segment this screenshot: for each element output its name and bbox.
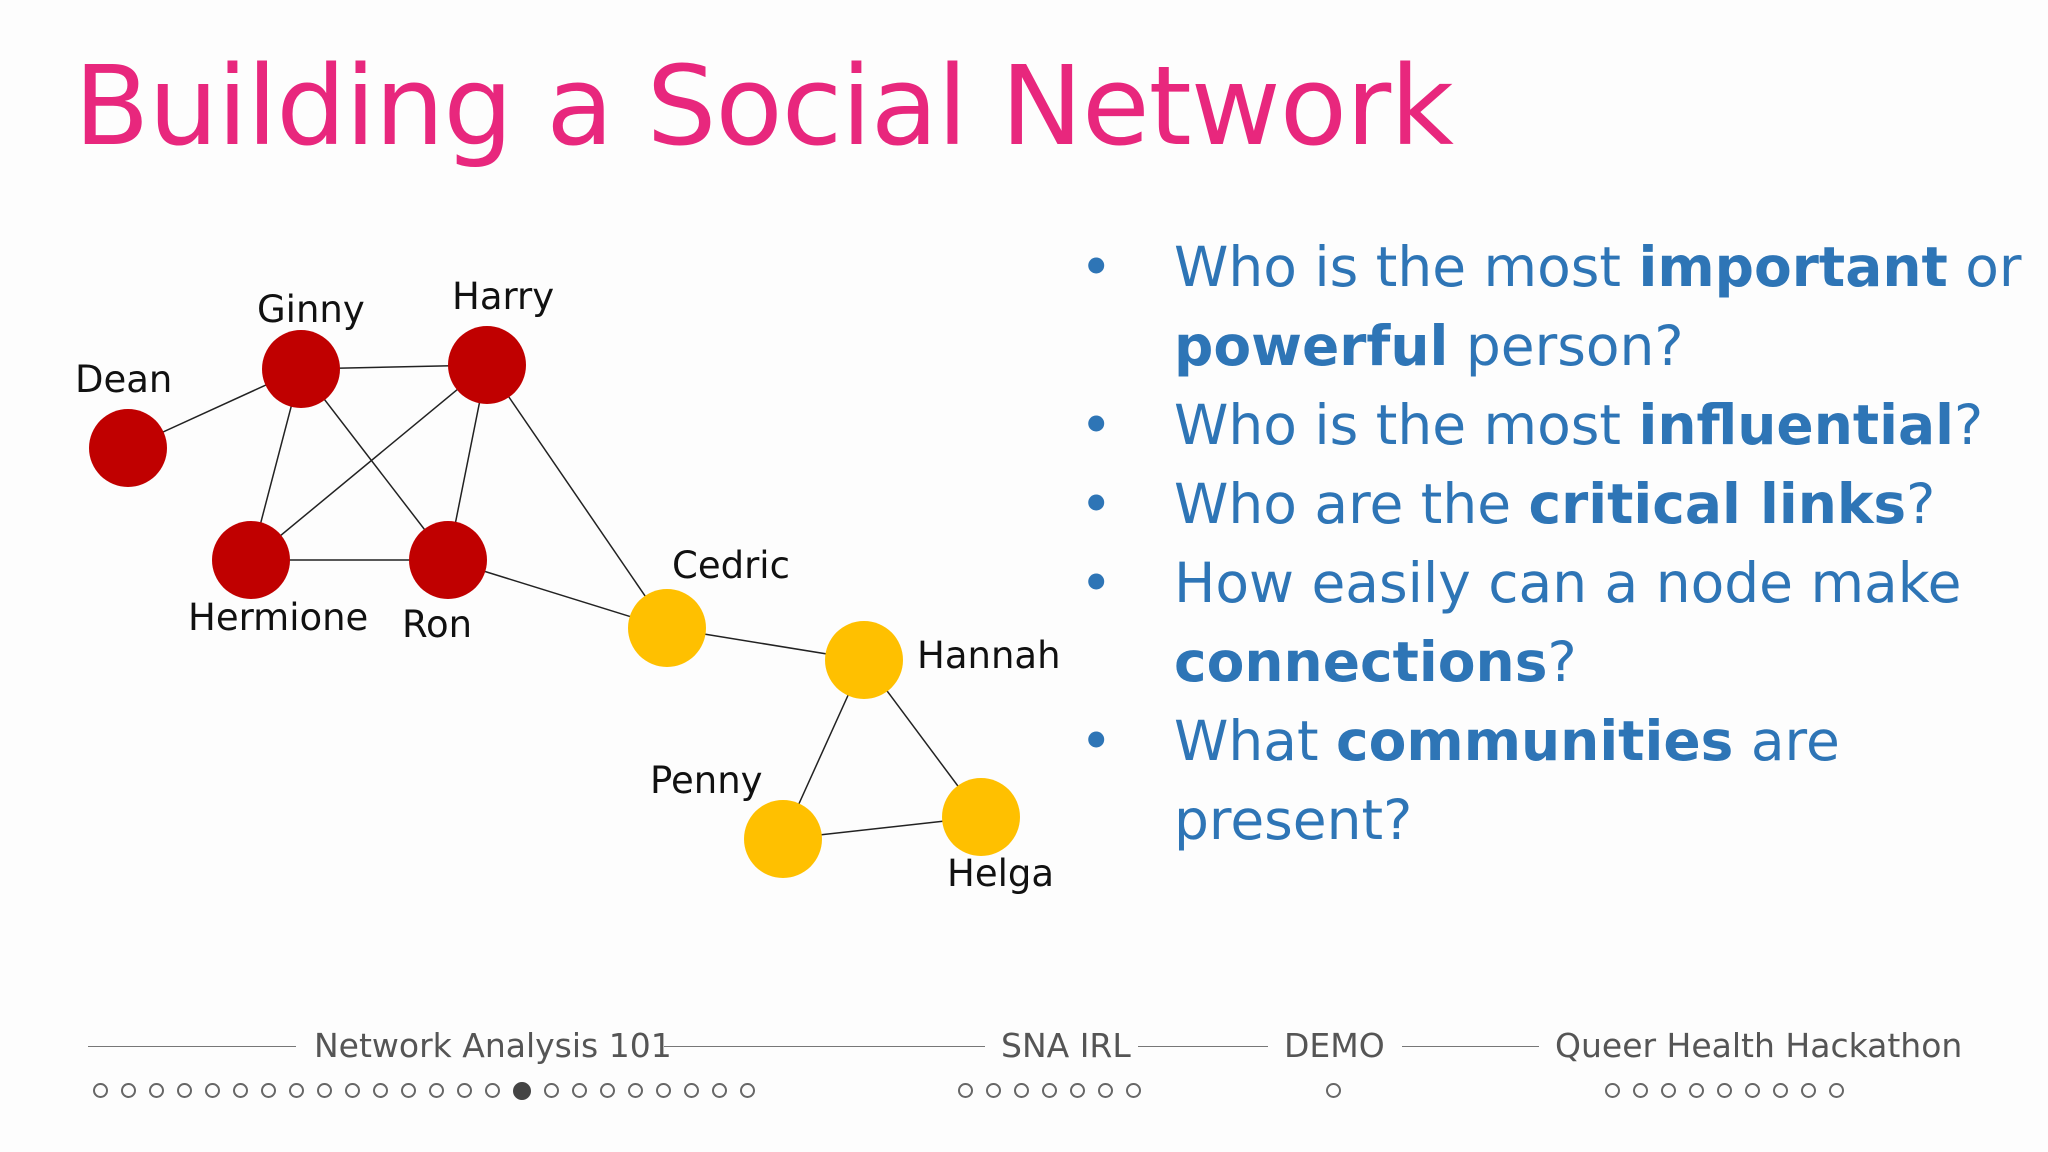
question-list: Who is the most important or powerful pe… xyxy=(1080,228,2030,860)
nav-dot[interactable] xyxy=(1745,1083,1760,1098)
node-cedric xyxy=(628,589,706,667)
nav-dot[interactable] xyxy=(1689,1083,1704,1098)
nav-dot[interactable] xyxy=(261,1083,276,1098)
nav-dot[interactable] xyxy=(712,1083,727,1098)
nav-dot[interactable] xyxy=(177,1083,192,1098)
edge-harry-hermione xyxy=(250,364,488,561)
nav-dot[interactable] xyxy=(1661,1083,1676,1098)
slide-title: Building a Social Network xyxy=(74,42,1454,170)
node-harry xyxy=(448,326,526,404)
nav-dot[interactable] xyxy=(572,1083,587,1098)
question-item: How easily can a node make connections? xyxy=(1080,544,2030,702)
nav-dots-sna-irl xyxy=(958,1083,1141,1098)
nav-dot[interactable] xyxy=(1098,1083,1113,1098)
node-label-cedric: Cedric xyxy=(672,544,790,587)
node-hermione xyxy=(212,521,290,599)
question-item: Who are the critical links? xyxy=(1080,465,2030,544)
nav-dot[interactable] xyxy=(1070,1083,1085,1098)
question-text: ? xyxy=(1547,630,1577,694)
nav-dot[interactable] xyxy=(600,1083,615,1098)
node-label-helga: Helga xyxy=(947,852,1054,895)
nav-dot[interactable] xyxy=(1829,1083,1844,1098)
node-label-ginny: Ginny xyxy=(257,288,365,331)
nav-dot[interactable] xyxy=(958,1083,973,1098)
progress-navigation: Network Analysis 101 SNA IRL DEMO Queer … xyxy=(0,1020,2048,1120)
question-item: Who is the most influential? xyxy=(1080,386,2030,465)
node-ron xyxy=(409,521,487,599)
node-helga xyxy=(942,778,1020,856)
nav-dot[interactable] xyxy=(656,1083,671,1098)
nav-dot-current[interactable] xyxy=(513,1082,531,1100)
nav-dot[interactable] xyxy=(544,1083,559,1098)
question-text: person? xyxy=(1448,314,1684,378)
nav-dot[interactable] xyxy=(429,1083,444,1098)
node-ginny xyxy=(262,330,340,408)
question-emphasis: communities xyxy=(1336,709,1734,773)
nav-dot[interactable] xyxy=(986,1083,1001,1098)
nav-dot[interactable] xyxy=(345,1083,360,1098)
nav-dot[interactable] xyxy=(401,1083,416,1098)
question-item: Who is the most important or powerful pe… xyxy=(1080,228,2030,386)
nav-dot[interactable] xyxy=(121,1083,136,1098)
question-text: How easily can a node make xyxy=(1174,551,1962,615)
nav-dot[interactable] xyxy=(1014,1083,1029,1098)
nav-dot[interactable] xyxy=(457,1083,472,1098)
node-label-ron: Ron xyxy=(402,603,472,646)
nav-dot[interactable] xyxy=(1801,1083,1816,1098)
nav-dot[interactable] xyxy=(93,1083,108,1098)
node-label-hannah: Hannah xyxy=(917,634,1061,677)
nav-dot[interactable] xyxy=(1042,1083,1057,1098)
nav-dot[interactable] xyxy=(485,1083,500,1098)
question-text: Who are the xyxy=(1174,472,1529,536)
nav-dot[interactable] xyxy=(149,1083,164,1098)
question-emphasis: influential xyxy=(1638,393,1954,457)
nav-dot[interactable] xyxy=(1326,1083,1341,1098)
question-emphasis: powerful xyxy=(1174,314,1449,378)
nav-dot[interactable] xyxy=(233,1083,248,1098)
nav-dot[interactable] xyxy=(1773,1083,1788,1098)
nav-dot[interactable] xyxy=(373,1083,388,1098)
nav-dot[interactable] xyxy=(1605,1083,1620,1098)
nav-dots-network-analysis xyxy=(93,1082,755,1100)
node-label-hermione: Hermione xyxy=(188,596,368,639)
nav-dot[interactable] xyxy=(1717,1083,1732,1098)
nav-dot[interactable] xyxy=(1633,1083,1648,1098)
nav-section-network-analysis[interactable]: Network Analysis 101 xyxy=(298,1026,688,1065)
nav-section-demo[interactable]: DEMO xyxy=(1268,1026,1401,1065)
nav-dot[interactable] xyxy=(289,1083,304,1098)
nav-dot[interactable] xyxy=(684,1083,699,1098)
question-text: Who is the most xyxy=(1174,235,1639,299)
question-emphasis: connections xyxy=(1174,630,1548,694)
node-penny xyxy=(744,800,822,878)
nav-dot[interactable] xyxy=(628,1083,643,1098)
question-emphasis: critical links xyxy=(1528,472,1907,536)
question-text: are present? xyxy=(1174,709,1840,852)
question-emphasis: important xyxy=(1638,235,1948,299)
question-text: Who is the most xyxy=(1174,393,1639,457)
nav-dots-demo xyxy=(1326,1083,1341,1098)
edge-harry-cedric xyxy=(486,364,668,629)
question-text: ? xyxy=(1953,393,1984,457)
graph-labels: Dean Ginny Harry Hermione Ron Cedric Hannah Pen… xyxy=(75,275,1061,895)
node-label-penny: Penny xyxy=(650,759,763,802)
edge-ginny-ron xyxy=(300,368,449,561)
question-text: What xyxy=(1174,709,1336,773)
question-item: What communities are present? xyxy=(1080,702,2030,860)
node-hannah xyxy=(825,621,903,699)
graph-nodes xyxy=(89,326,1020,878)
nav-dot[interactable] xyxy=(317,1083,332,1098)
question-text: or xyxy=(1947,235,2022,299)
nav-dot[interactable] xyxy=(205,1083,220,1098)
node-dean xyxy=(89,409,167,487)
nav-section-sna-irl[interactable]: SNA IRL xyxy=(985,1026,1147,1065)
node-label-harry: Harry xyxy=(452,275,554,318)
nav-dot[interactable] xyxy=(740,1083,755,1098)
nav-dot[interactable] xyxy=(1126,1083,1141,1098)
nav-dots-queer-health-hackathon xyxy=(1605,1083,1844,1098)
social-network-graph: Dean Ginny Harry Hermione Ron Cedric Hannah Pen… xyxy=(75,275,1061,895)
node-label-dean: Dean xyxy=(75,358,172,401)
question-text: ? xyxy=(1906,472,1936,536)
nav-section-queer-health-hackathon[interactable]: Queer Health Hackathon xyxy=(1539,1026,1979,1065)
